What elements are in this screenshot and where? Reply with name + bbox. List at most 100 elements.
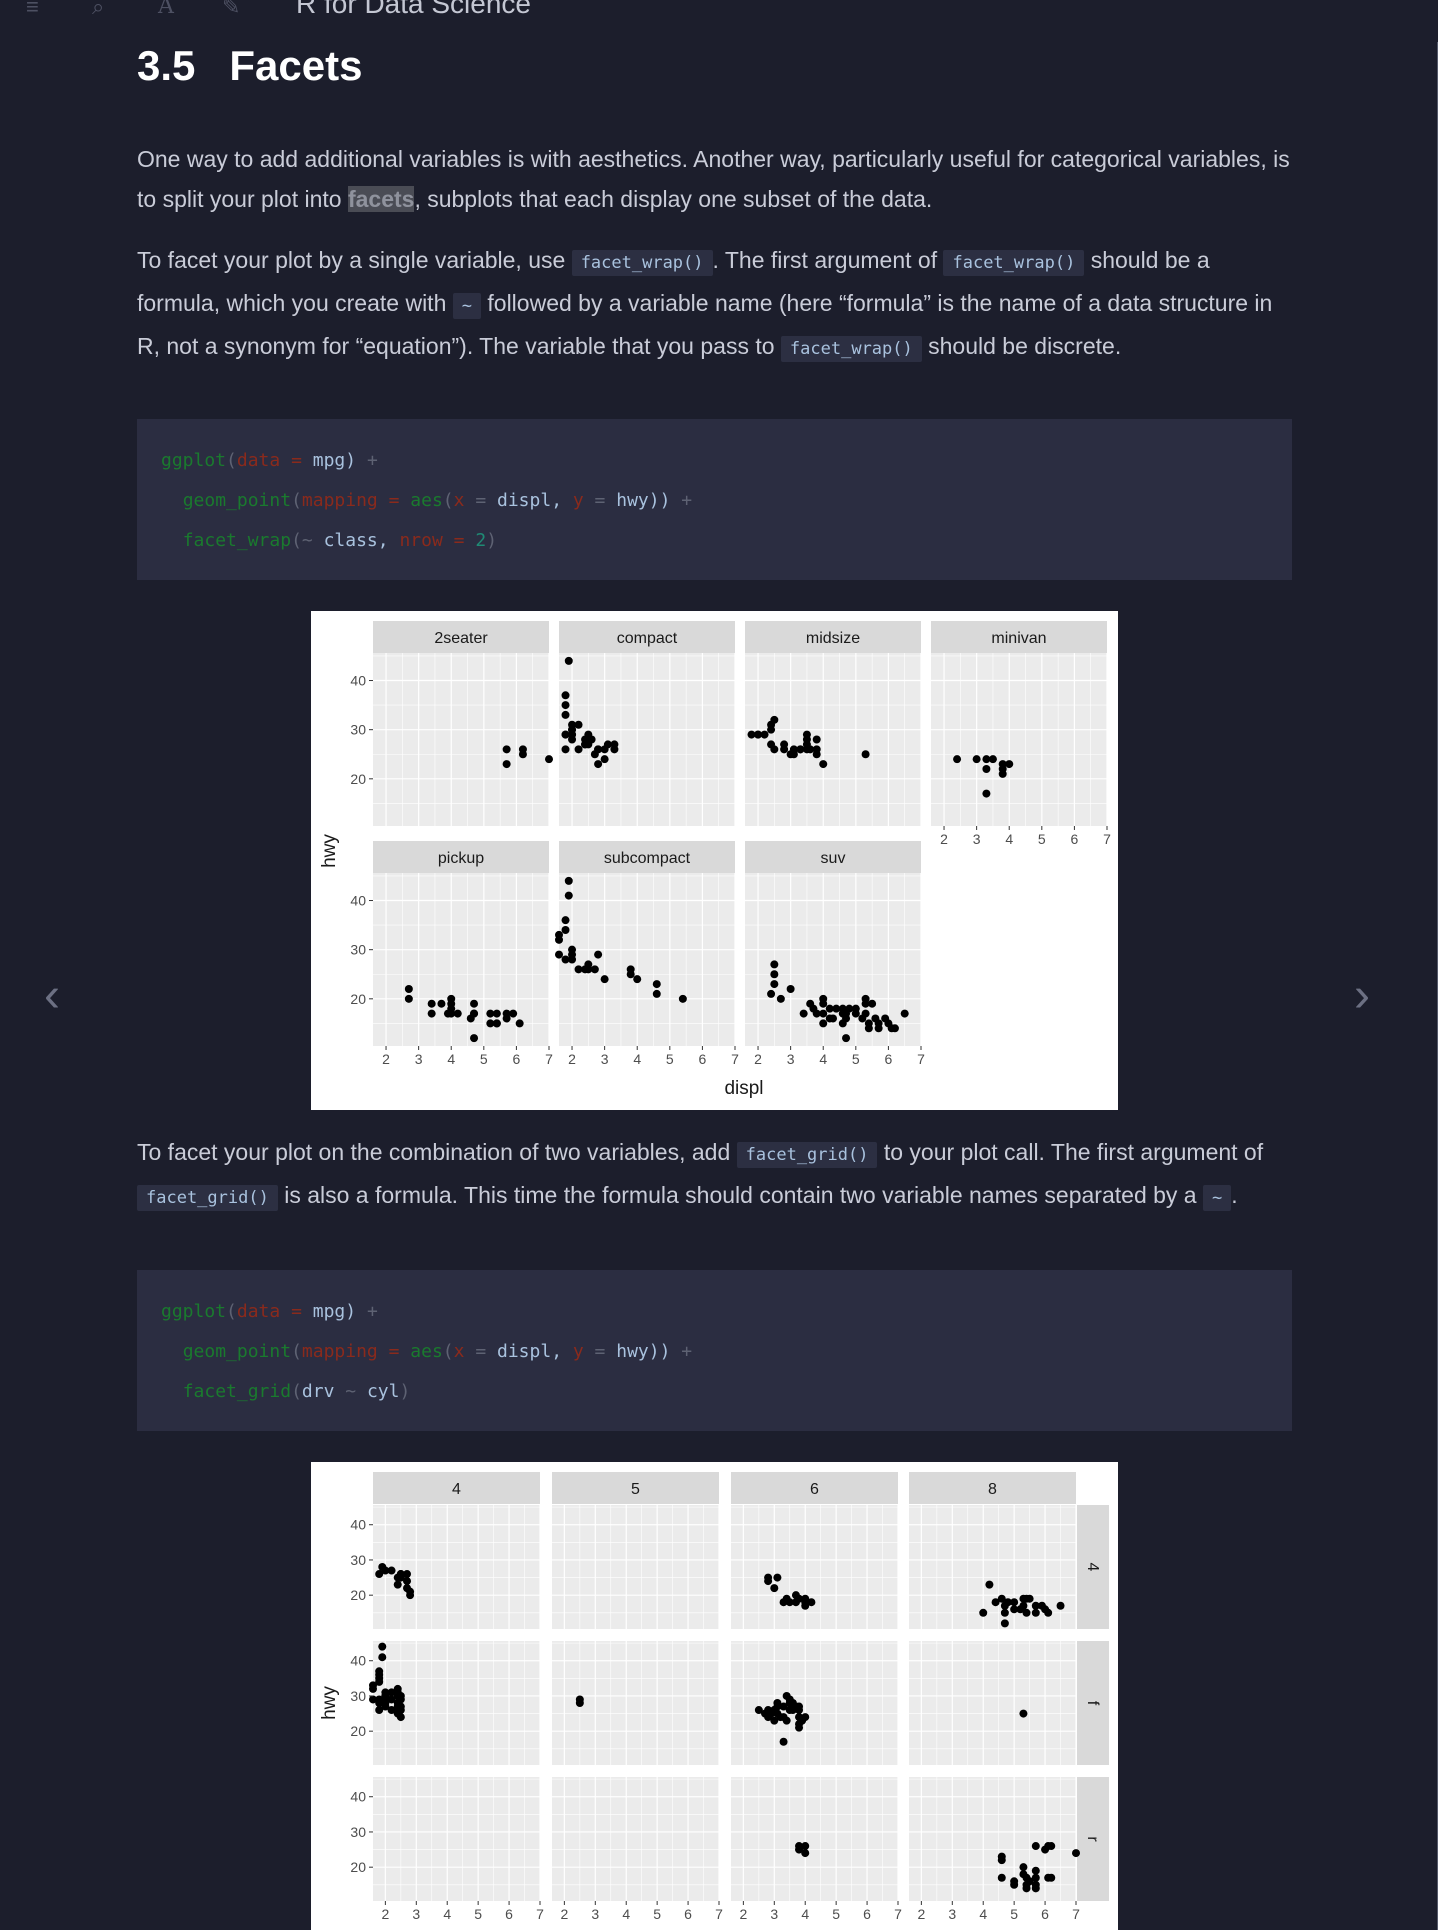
data-point [858, 1014, 867, 1023]
data-point [626, 970, 635, 979]
search-icon[interactable]: ⌕ [92, 0, 105, 19]
section-title: Facets [229, 42, 363, 89]
facet-label-column: 8 [988, 1481, 997, 1498]
x-tick-label: 2 [739, 1906, 747, 1922]
y-tick-label: 20 [350, 1859, 366, 1875]
x-tick-label: 4 [801, 1906, 809, 1922]
book-title[interactable]: R for Data Science [296, 0, 531, 19]
code-token: )) [648, 1341, 671, 1362]
code-token: = [464, 1341, 497, 1362]
data-point [871, 1014, 880, 1023]
panel-background [909, 1777, 1076, 1901]
code-token: x [453, 490, 465, 511]
chevron-left-icon[interactable]: ‹ [44, 969, 60, 1022]
x-tick-label: 3 [787, 1051, 795, 1067]
inline-code: facet_grid() [736, 1142, 878, 1168]
toolbar: ≡ ⌕ A ✎ R for Data Science [0, 0, 1438, 22]
code-token: y [572, 1341, 584, 1362]
data-point [427, 999, 436, 1008]
data-point [561, 916, 570, 925]
data-point [1019, 1709, 1028, 1718]
data-point [795, 1845, 804, 1854]
data-point [1031, 1873, 1040, 1882]
data-point [1047, 1842, 1056, 1851]
code-block-2[interactable]: ggplot(data = mpg) + geom_point(mapping … [137, 1270, 1292, 1431]
x-tick-label: 2 [560, 1906, 568, 1922]
code-block-1[interactable]: ggplot(data = mpg) + geom_point(mapping … [137, 419, 1292, 580]
code-token: aes [410, 1341, 443, 1362]
data-point [470, 1009, 479, 1018]
data-point [1031, 1842, 1040, 1851]
x-tick-label: 5 [480, 1051, 488, 1067]
code-token: ( [226, 450, 237, 471]
data-point [819, 1009, 828, 1018]
data-point [770, 980, 779, 989]
data-point [747, 730, 756, 739]
data-point [809, 1004, 818, 1013]
code-token: = [377, 490, 411, 511]
data-point [780, 740, 789, 749]
data-point [1019, 1601, 1028, 1610]
panel-background [745, 653, 921, 826]
data-point [584, 965, 593, 974]
data-point [819, 1019, 828, 1028]
edit-icon[interactable]: ✎ [222, 0, 241, 19]
code-token: aes [410, 490, 443, 511]
panel-background [909, 1641, 1076, 1765]
data-point [789, 750, 798, 759]
x-tick-label: 2 [382, 1051, 390, 1067]
panel-background [552, 1505, 719, 1629]
data-point [754, 730, 763, 739]
x-tick-label: 2 [917, 1906, 925, 1922]
data-point [375, 1674, 384, 1683]
facet-label-row: r [1084, 1836, 1101, 1842]
data-point [427, 1009, 436, 1018]
section-heading: 3.5 Facets [137, 42, 362, 90]
code-line: ggplot(data = mpg) + [161, 441, 1292, 481]
data-point [378, 1642, 387, 1651]
data-point [786, 984, 795, 993]
data-point [375, 1706, 384, 1715]
data-point [574, 720, 583, 729]
y-tick-label: 40 [350, 673, 366, 689]
data-point [568, 955, 577, 964]
chevron-right-icon[interactable]: › [1354, 969, 1370, 1022]
x-tick-label: 4 [447, 1051, 455, 1067]
data-point [795, 1594, 804, 1603]
data-point [594, 950, 603, 959]
data-point [801, 1601, 810, 1610]
data-point [387, 1706, 396, 1715]
code-token: ( [291, 490, 302, 511]
data-point [1019, 1863, 1028, 1872]
data-point [1031, 1608, 1040, 1617]
code-token: mapping [301, 1341, 378, 1362]
data-point [1056, 1601, 1065, 1610]
data-point [842, 1014, 851, 1023]
facet-wrap-plot: 2seater 20 30 40 compact midsize minivan 2 3 4 5 6 7… [311, 611, 1118, 1110]
code-line: facet_wrap(~ class, nrow = 2) [161, 521, 1292, 561]
code-token: class [312, 530, 378, 551]
data-point [776, 994, 785, 1003]
data-point [812, 735, 821, 744]
data-point [375, 1699, 384, 1707]
code-token: ( [291, 1341, 302, 1362]
x-tick-label: 5 [653, 1906, 661, 1922]
font-icon[interactable]: A [158, 0, 174, 19]
code-token: cyl [366, 1381, 400, 1402]
y-tick-label: 20 [350, 1587, 366, 1603]
data-point [1000, 1619, 1009, 1628]
x-tick-label: 4 [1005, 831, 1013, 847]
x-tick-label: 7 [1072, 1906, 1080, 1922]
menu-icon[interactable]: ≡ [26, 0, 39, 19]
data-point [561, 691, 570, 700]
x-tick-label: 6 [885, 1051, 893, 1067]
data-point [770, 970, 779, 979]
text: is also a formula. This time the formula… [277, 1182, 1203, 1208]
data-point [998, 760, 1007, 769]
data-point [378, 1653, 387, 1662]
x-tick-label: 7 [1103, 831, 1111, 847]
facet-label: midsize [806, 630, 860, 647]
data-point [997, 1594, 1006, 1603]
data-point [1025, 1594, 1034, 1603]
data-point [1010, 1880, 1019, 1889]
